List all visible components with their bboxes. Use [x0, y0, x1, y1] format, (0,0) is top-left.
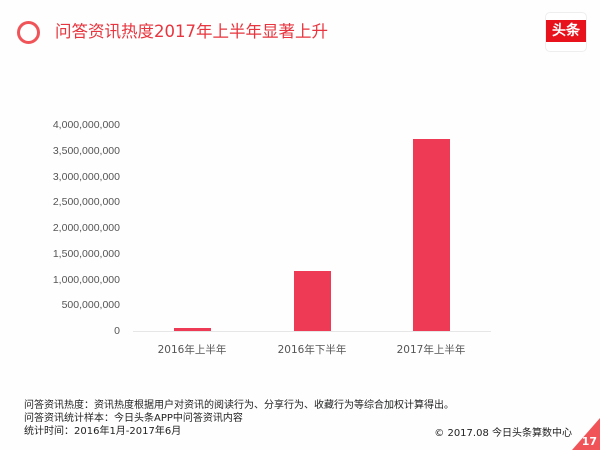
- x-axis-line: [133, 331, 491, 332]
- y-tick-label: 2,500,000,000: [52, 196, 120, 209]
- bar-3: [412, 139, 450, 331]
- logo-text: 头条: [552, 23, 580, 39]
- page-title: 问答资讯热度2017年上半年显著上升: [55, 22, 328, 41]
- toutiao-logo: 头条: [545, 12, 587, 52]
- y-tick-label: 3,000,000,000: [52, 170, 120, 183]
- x-tick-label: 2016年下半年: [277, 344, 347, 356]
- copyright: © 2017.08 今日头条算数中心: [434, 428, 572, 439]
- note-sample: 问答资讯统计样本：今日头条APP中问答资讯内容: [24, 413, 243, 424]
- title-ring-icon: [17, 21, 40, 44]
- note-period: 统计时间：2016年1月-2017年6月: [24, 426, 182, 437]
- y-tick-label: 3,500,000,000: [52, 144, 120, 157]
- y-tick-label: 1,000,000,000: [52, 273, 120, 286]
- y-tick-label: 500,000,000: [61, 299, 120, 312]
- y-tick-label: 2,000,000,000: [52, 222, 120, 234]
- note-heat-definition: 问答资讯热度：资讯热度根据用户对资讯的阅读行为、分享行为、收藏行为等综合加权计算…: [24, 400, 454, 411]
- y-tick-label: 0: [114, 325, 120, 337]
- page-corner-triangle: [572, 418, 600, 450]
- y-tick-label: 1,500,000,000: [52, 247, 120, 260]
- x-tick-label: 2017年上半年: [396, 344, 466, 356]
- footer-notes: 问答资讯热度：资讯热度根据用户对资讯的阅读行为、分享行为、收藏行为等综合加权计算…: [24, 399, 454, 438]
- bar-1: [173, 327, 211, 331]
- logo-red-band: [546, 20, 586, 42]
- bar-2: [293, 271, 331, 331]
- x-tick-label: 2016年上半年: [157, 344, 227, 356]
- y-tick-label: 4,000,000,000: [52, 119, 120, 131]
- page-number: 17: [581, 435, 597, 448]
- bar-chart: 0 500,000,000 1,000,000,000 1,500,000,000 2,…: [52, 119, 491, 356]
